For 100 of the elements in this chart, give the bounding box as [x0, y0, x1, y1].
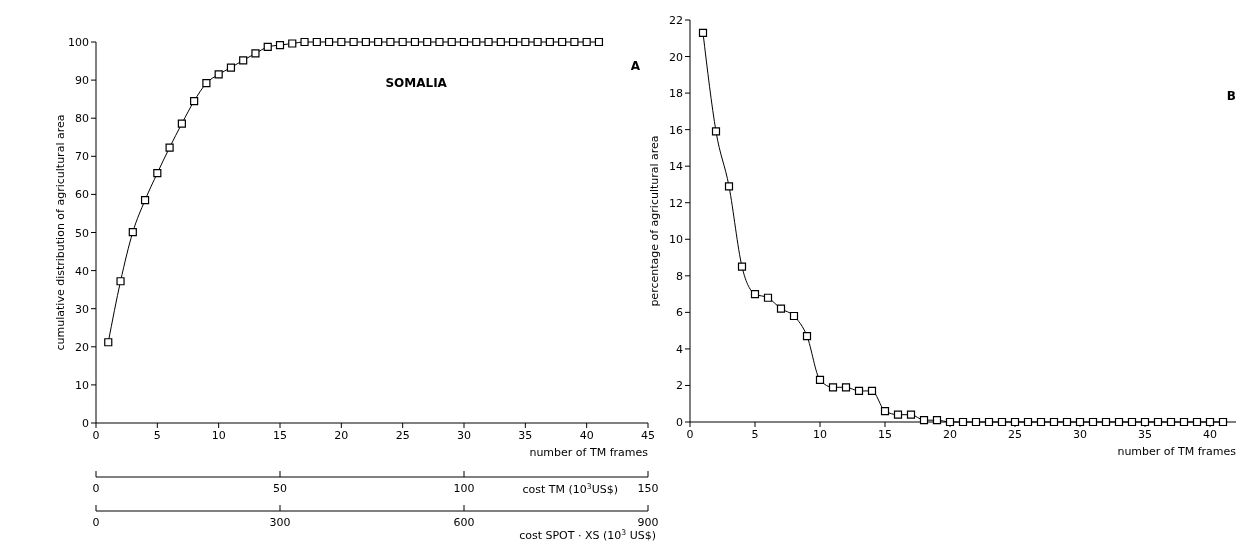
point — [570, 37, 579, 47]
point — [919, 416, 929, 425]
x-tick-label: 10 — [211, 429, 226, 442]
point — [1088, 417, 1098, 427]
point — [153, 168, 162, 178]
point — [1218, 417, 1228, 427]
point — [1153, 417, 1163, 427]
point — [776, 304, 786, 313]
point — [214, 70, 223, 79]
point — [484, 37, 493, 47]
point — [435, 37, 444, 47]
point — [1101, 417, 1111, 427]
point — [177, 119, 186, 128]
point — [521, 37, 530, 47]
point — [140, 196, 150, 205]
x-tick-label: 45 — [641, 429, 655, 442]
point — [1114, 417, 1124, 427]
x-tick-label: 25 — [395, 429, 410, 442]
x-tick-label: 20 — [943, 428, 957, 441]
point — [763, 293, 773, 302]
y-tick-label: 60 — [75, 188, 89, 202]
y-tick-label: 22 — [669, 14, 683, 27]
point — [165, 143, 174, 152]
y-tick-label: 100 — [68, 36, 89, 49]
y-tick-label: 20 — [75, 340, 89, 354]
point — [386, 37, 395, 47]
point — [533, 37, 542, 47]
point — [374, 37, 383, 47]
y-axis-title: cumulative distribution of agricultural area — [54, 114, 67, 351]
point — [789, 311, 799, 321]
point — [361, 37, 370, 47]
point — [349, 37, 358, 47]
point — [324, 37, 334, 47]
point — [1127, 417, 1137, 427]
x2-tick-label: 50 — [273, 482, 287, 495]
point — [594, 37, 604, 47]
annotation: B — [1226, 89, 1236, 103]
point — [226, 63, 236, 72]
x2-tick-label: 150 — [637, 482, 659, 495]
point — [1205, 417, 1215, 427]
point — [263, 42, 272, 52]
y-tick-label: 2 — [676, 379, 683, 393]
x-tick-label: 15 — [878, 428, 892, 441]
point — [1166, 417, 1176, 427]
y-tick-label: 6 — [676, 306, 683, 320]
point — [945, 417, 955, 427]
point — [1062, 417, 1072, 427]
point — [1036, 417, 1046, 427]
point — [841, 383, 851, 392]
annotation: A — [630, 59, 641, 73]
point — [724, 182, 734, 191]
text: cost SPOT · XS (10$^{3}$ US$) — [519, 527, 656, 542]
point — [828, 383, 838, 392]
x2-tick-label: 100 — [453, 482, 475, 495]
point — [1140, 417, 1150, 427]
point — [300, 37, 309, 47]
y-tick-label: 90 — [75, 74, 89, 88]
point — [251, 49, 260, 58]
point — [750, 289, 760, 299]
point — [854, 386, 864, 396]
y-tick-label: 30 — [75, 302, 89, 316]
x-tick-label: 0 — [92, 429, 100, 442]
point — [984, 417, 994, 427]
point — [880, 406, 890, 416]
point — [239, 56, 248, 65]
annotation: SOMALIA — [385, 76, 448, 90]
point — [932, 416, 942, 425]
x-tick-label: 5 — [751, 428, 759, 441]
y-tick-label: 8 — [676, 269, 683, 283]
point — [496, 37, 505, 47]
point — [116, 277, 125, 286]
point — [802, 332, 812, 341]
y-tick-label: 4 — [676, 342, 683, 356]
y-tick-label: 80 — [75, 112, 89, 126]
x-axis-title: number of TM frames — [1117, 445, 1237, 458]
x-tick-label: 35 — [518, 429, 533, 442]
point — [958, 417, 968, 427]
y-tick-label: 40 — [75, 264, 89, 278]
point — [815, 375, 825, 385]
y-tick-label: 0 — [82, 417, 89, 430]
y-tick-label: 0 — [676, 416, 683, 429]
point — [1192, 417, 1202, 427]
point — [410, 37, 420, 47]
x-tick-label: 0 — [686, 428, 694, 441]
point — [711, 127, 721, 136]
point — [1023, 417, 1033, 427]
x-tick-label: 15 — [273, 429, 287, 442]
y-tick-label: 12 — [669, 196, 683, 210]
x2-axis-title: cost TM (10$^{3}$US$) — [522, 481, 618, 496]
y-tick-label: 20 — [669, 50, 683, 64]
point — [737, 262, 747, 271]
point — [1010, 417, 1020, 427]
x-tick-label: 10 — [813, 428, 827, 441]
point — [423, 37, 432, 47]
text: 600 — [453, 516, 475, 529]
text: 0 — [92, 516, 100, 529]
y-tick-label: 10 — [75, 378, 89, 392]
point — [312, 37, 321, 47]
x2-tick-label: 0 — [92, 482, 100, 495]
point — [288, 39, 297, 48]
